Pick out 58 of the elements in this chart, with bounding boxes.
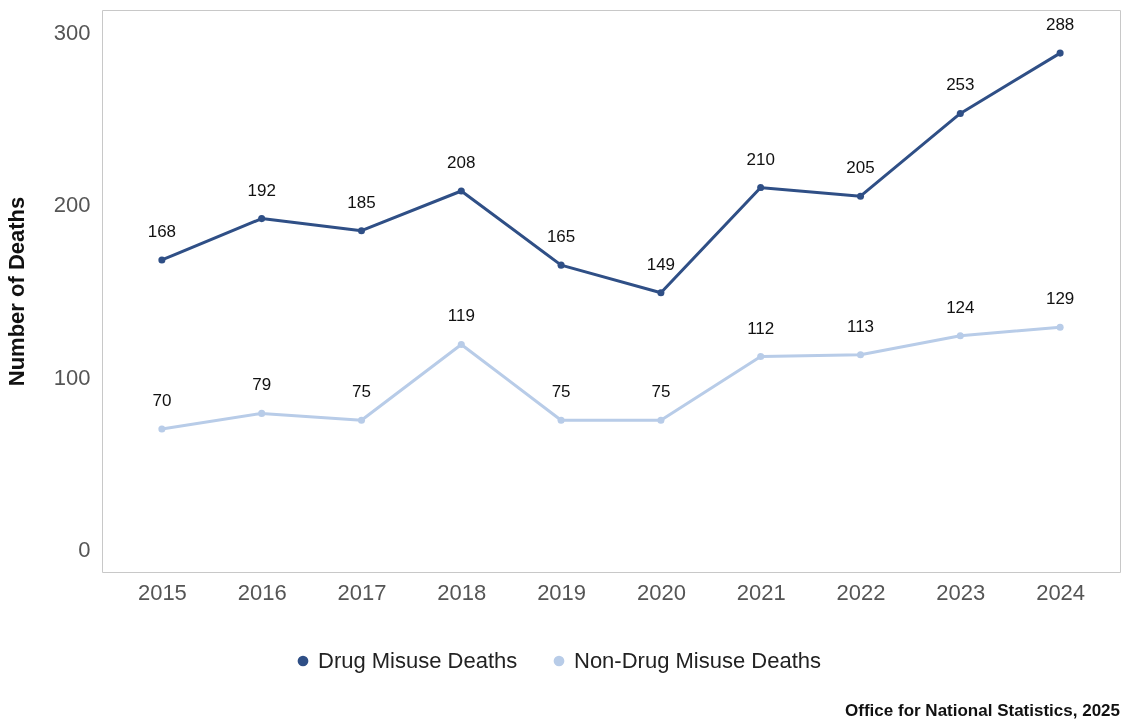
y-tick-label: 100 — [53, 364, 91, 390]
point — [856, 351, 865, 359]
data-label: 205 — [846, 158, 875, 178]
x-tick-label: 2016 — [237, 579, 287, 605]
data-label: 192 — [247, 180, 276, 200]
data-label: 75 — [352, 382, 371, 402]
data-label: 149 — [646, 254, 676, 274]
point — [956, 109, 964, 117]
x-tick-label: 2020 — [636, 579, 686, 605]
point — [258, 215, 266, 223]
data-label: 70 — [152, 390, 172, 410]
data-label: 129 — [1045, 289, 1075, 309]
point — [1056, 49, 1064, 57]
point — [757, 184, 765, 192]
point — [357, 416, 366, 424]
y-tick-label: 200 — [53, 192, 91, 218]
y-axis-title: Number of Deaths — [3, 196, 29, 387]
data-label: 75 — [551, 382, 571, 402]
data-label: 75 — [651, 382, 671, 402]
x-tick-label: 2023 — [936, 579, 986, 605]
point — [158, 256, 166, 264]
data-label: 288 — [1045, 15, 1075, 35]
data-label: 185 — [347, 192, 376, 212]
x-tick-label: 2018 — [437, 579, 487, 605]
data-label: 113 — [846, 316, 875, 336]
point — [457, 340, 465, 348]
data-label: 210 — [746, 149, 775, 169]
x-tick-label: 2017 — [337, 579, 387, 605]
x-tick-label: 2021 — [736, 579, 786, 605]
legend-label: Non-Drug Misuse Deaths — [574, 648, 821, 673]
point — [158, 425, 166, 433]
point — [657, 289, 665, 297]
data-label: 168 — [147, 221, 177, 241]
data-label: 79 — [252, 375, 272, 395]
x-tick-label: 2022 — [836, 579, 886, 605]
point — [457, 187, 465, 195]
y-tick-label: 300 — [53, 19, 91, 45]
point — [258, 409, 266, 417]
data-label: 208 — [447, 153, 476, 173]
x-tick-label: 2019 — [537, 579, 587, 605]
data-label: 253 — [946, 75, 975, 95]
data-label: 165 — [546, 227, 576, 247]
point — [557, 416, 565, 424]
data-label: 119 — [447, 306, 475, 326]
point — [657, 416, 665, 424]
point — [357, 227, 366, 235]
point — [557, 261, 565, 269]
y-tick-label: 0 — [78, 537, 91, 563]
data-label: 124 — [946, 297, 975, 317]
point — [757, 352, 765, 361]
point — [1056, 323, 1064, 331]
x-tick-label: 2024 — [1036, 579, 1086, 605]
legend-label: Drug Misuse Deaths — [318, 648, 518, 673]
point — [956, 332, 964, 340]
data-label: 112 — [747, 318, 775, 338]
text: Office for National Statistics, 2025 — [845, 701, 1120, 720]
point — [856, 192, 865, 200]
x-tick-label: 2015 — [137, 579, 187, 605]
